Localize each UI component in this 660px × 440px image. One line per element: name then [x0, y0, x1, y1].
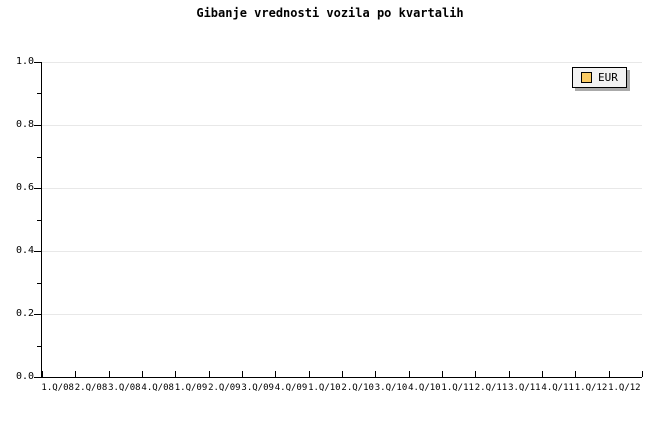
y-major-tick [34, 188, 41, 189]
y-gridline [42, 62, 642, 63]
y-tick-label: 0.0 [15, 371, 34, 382]
y-tick-label: 0.2 [15, 308, 34, 319]
x-tick-label: 2.Q/08 [74, 383, 108, 393]
y-tick-label: 0.6 [15, 182, 34, 193]
x-tick-label: 1.Q/08 [41, 383, 74, 393]
x-major-tick [42, 371, 43, 377]
x-major-tick [209, 371, 210, 377]
x-tick-label: 2.Q/11 [474, 383, 508, 393]
y-gridline [42, 188, 642, 189]
x-major-tick [609, 371, 610, 377]
x-tick-label: 4.Q/11 [541, 383, 574, 393]
x-tick-label: 3.Q/10 [374, 383, 408, 393]
x-major-tick [409, 371, 410, 377]
y-tick-label: 1.0 [15, 56, 34, 67]
x-tick-label: 3.Q/11 [508, 383, 541, 393]
legend-swatch-icon [581, 72, 592, 83]
x-tick-label: 1.Q/10 [308, 383, 341, 393]
x-major-tick [642, 371, 643, 377]
x-major-tick [442, 371, 443, 377]
y-minor-tick [37, 283, 41, 284]
x-tick-label: 4.Q/10 [408, 383, 441, 393]
x-major-tick [542, 371, 543, 377]
x-major-tick [509, 371, 510, 377]
x-major-tick [242, 371, 243, 377]
y-gridline [42, 251, 642, 252]
x-major-tick [275, 371, 276, 377]
legend: EUR [572, 67, 627, 88]
x-tick-label: 1.Q/09 [174, 383, 208, 393]
legend-label: EUR [598, 71, 618, 84]
chart-title: Gibanje vrednosti vozila po kvartalih [196, 6, 464, 20]
y-gridline [42, 314, 642, 315]
x-tick-label: 3.Q/09 [241, 383, 274, 393]
x-tick-label: 2.Q/10 [341, 383, 374, 393]
y-major-tick [34, 62, 41, 63]
y-tick-label: 0.8 [15, 119, 34, 130]
x-major-tick [475, 371, 476, 377]
x-major-tick [575, 371, 576, 377]
x-major-tick [309, 371, 310, 377]
x-tick-label: 1.Q/12 [574, 383, 608, 393]
y-minor-tick [37, 220, 41, 221]
y-gridline [42, 125, 642, 126]
y-major-tick [34, 125, 41, 126]
x-tick-label: 4.Q/08 [141, 383, 174, 393]
y-major-tick [34, 251, 41, 252]
y-minor-tick [37, 346, 41, 347]
plot-area [41, 62, 643, 378]
x-major-tick [175, 371, 176, 377]
y-minor-tick [37, 93, 41, 94]
x-major-tick [375, 371, 376, 377]
y-major-tick [34, 377, 41, 378]
x-tick-label: 3.Q/08 [108, 383, 141, 393]
x-tick-label: 4.Q/09 [274, 383, 308, 393]
x-major-tick [75, 371, 76, 377]
x-tick-label: 1.Q/11 [441, 383, 474, 393]
y-minor-tick [37, 157, 41, 158]
x-tick-label: 2.Q/09 [208, 383, 241, 393]
y-tick-label: 0.4 [15, 245, 34, 256]
x-major-tick [142, 371, 143, 377]
x-major-tick [342, 371, 343, 377]
y-major-tick [34, 314, 41, 315]
x-tick-label: 1.Q/12 [608, 383, 641, 393]
x-major-tick [109, 371, 110, 377]
